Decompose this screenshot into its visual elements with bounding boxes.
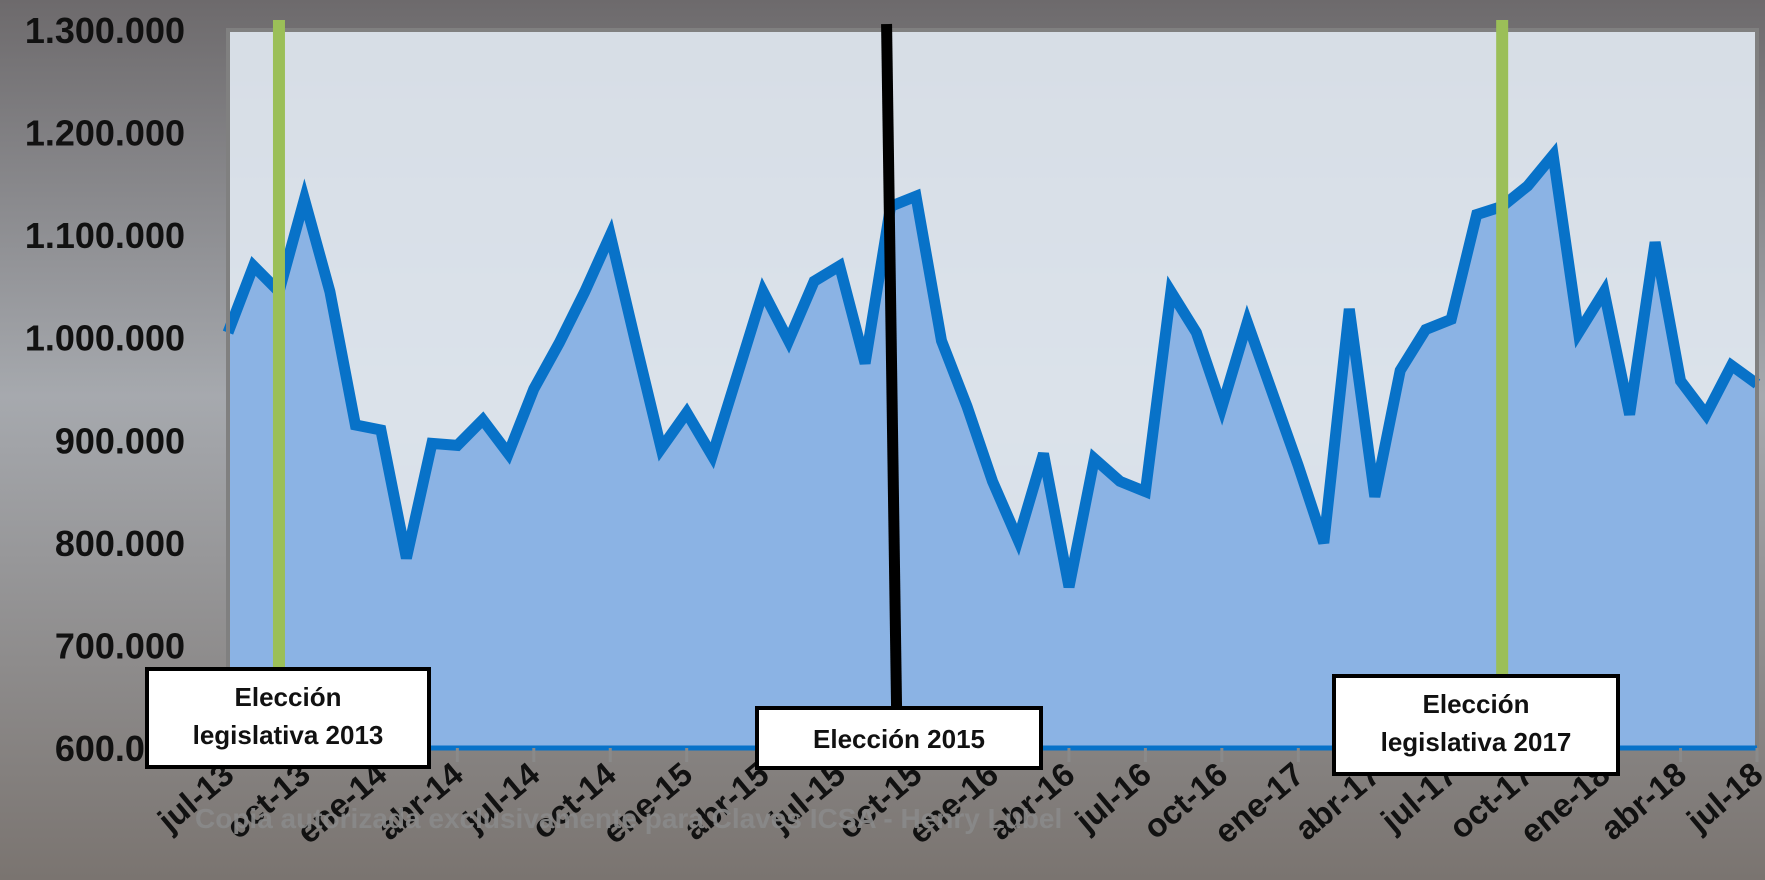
data-point <box>1527 185 1529 187</box>
watermark: Copia autorizada exclusivamente para Cla… <box>195 803 1062 834</box>
data-point <box>1654 241 1656 243</box>
data-point <box>558 342 560 344</box>
data-point <box>1144 491 1146 493</box>
data-point <box>1425 329 1427 331</box>
data-point <box>813 280 815 282</box>
annotation-label: Elección <box>1423 689 1530 719</box>
data-point <box>686 412 688 414</box>
data-point <box>329 291 331 293</box>
data-point <box>1297 465 1299 467</box>
data-point <box>1399 370 1401 372</box>
data-point <box>1272 393 1274 395</box>
data-point <box>405 557 407 559</box>
annotation-box <box>755 706 1043 770</box>
data-point <box>762 291 764 293</box>
annotation-label: legislativa 2017 <box>1381 727 1572 757</box>
data-point <box>1348 308 1350 310</box>
data-point <box>533 388 535 390</box>
data-point <box>1323 542 1325 544</box>
data-point <box>1221 406 1223 408</box>
data-point <box>737 373 739 375</box>
data-point <box>1374 496 1376 498</box>
data-point <box>1068 586 1070 588</box>
data-point <box>1017 539 1019 541</box>
data-point <box>660 447 662 449</box>
data-point <box>1603 291 1605 293</box>
annotation-box <box>1332 674 1620 776</box>
annotation-label: Elección <box>235 682 342 712</box>
y-tick-label: 1.300.000 <box>25 10 185 51</box>
data-point <box>1042 453 1044 455</box>
data-point <box>1170 291 1172 293</box>
data-point <box>303 198 305 200</box>
data-point <box>839 265 841 267</box>
y-tick-label: 900.000 <box>55 420 185 461</box>
data-point <box>1578 332 1580 334</box>
data-point <box>1450 318 1452 320</box>
series-area <box>228 155 1757 749</box>
data-point <box>252 265 254 267</box>
data-point <box>1476 214 1478 216</box>
data-point <box>482 419 484 421</box>
data-point <box>1246 321 1248 323</box>
annotation-box <box>145 667 431 769</box>
data-point <box>1119 480 1121 482</box>
data-point <box>584 291 586 293</box>
data-point <box>1093 458 1095 460</box>
annotation-label: Elección 2015 <box>813 724 985 754</box>
y-tick-label: 700.000 <box>55 625 185 666</box>
data-point <box>992 480 993 482</box>
data-point <box>507 453 509 455</box>
y-tick-label: 1.200.000 <box>25 113 185 154</box>
data-point <box>380 429 382 431</box>
data-point <box>1552 154 1554 156</box>
data-point <box>635 342 637 344</box>
data-point <box>1731 364 1733 366</box>
data-point <box>609 234 611 236</box>
data-point <box>1705 414 1707 416</box>
y-tick-label: 1.100.000 <box>25 215 185 256</box>
data-point <box>711 455 713 457</box>
y-tick-label: 1.000.000 <box>25 318 185 359</box>
annotation-label: legislativa 2013 <box>193 720 384 750</box>
data-point <box>354 424 356 426</box>
data-point <box>1680 380 1682 382</box>
data-point <box>941 340 943 342</box>
data-point <box>915 195 917 197</box>
y-tick-label: 800.000 <box>55 523 185 564</box>
data-point <box>1629 414 1631 416</box>
election-marker-line <box>881 23 903 709</box>
data-point <box>788 340 790 342</box>
data-point <box>864 362 866 364</box>
data-point <box>431 442 433 444</box>
data-point <box>456 444 458 446</box>
data-point <box>966 405 968 407</box>
data-point <box>1195 332 1197 334</box>
